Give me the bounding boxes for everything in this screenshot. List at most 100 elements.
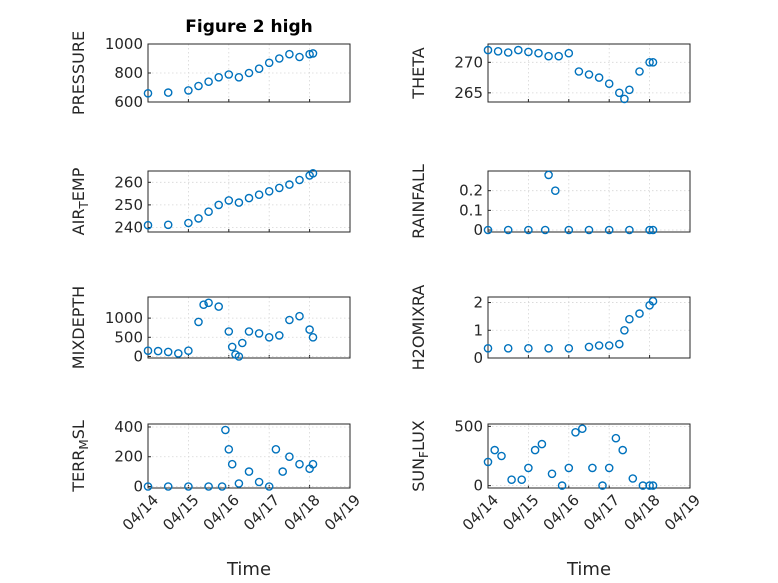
data-point — [244, 467, 254, 476]
y-tick-label: 0 — [473, 221, 483, 239]
y-tick-label: 0.1 — [459, 201, 483, 219]
axes-box — [487, 296, 691, 359]
data-point — [295, 52, 304, 62]
data-point — [483, 457, 493, 467]
data-point — [645, 58, 654, 67]
data-point — [625, 85, 634, 95]
data-point — [604, 225, 614, 235]
data-point — [537, 439, 547, 449]
data-point — [305, 325, 314, 334]
data-point — [173, 349, 183, 358]
data-point — [547, 469, 557, 479]
data-point — [194, 81, 203, 91]
data-point — [564, 225, 574, 235]
axes-border — [487, 43, 691, 103]
y-tick-label: 0 — [133, 478, 143, 496]
data-point — [143, 346, 153, 356]
axes-border — [487, 423, 691, 489]
data-point — [648, 481, 658, 490]
y-axis-label: SUNFLUX — [409, 420, 431, 492]
data-point — [540, 225, 550, 235]
axes-border — [487, 170, 691, 233]
x-tick-label: 04/18 — [280, 491, 323, 534]
data-point — [264, 186, 274, 196]
data-point — [524, 47, 533, 57]
y-tick-label: 800 — [114, 64, 143, 82]
data-point — [648, 58, 658, 67]
x-tick-label: 04/19 — [321, 491, 364, 534]
data-point — [234, 73, 244, 82]
y-tick-label: 250 — [114, 196, 143, 214]
data-point — [234, 198, 244, 207]
data-point — [530, 445, 540, 455]
data-point — [574, 67, 584, 76]
data-point — [564, 48, 574, 58]
data-point — [204, 482, 213, 491]
data-point — [143, 220, 153, 230]
data-point — [594, 341, 604, 350]
data-point — [490, 445, 500, 455]
data-point — [524, 343, 533, 353]
data-point — [184, 346, 193, 356]
y-axis-label: RAINFALL — [409, 164, 428, 239]
data-point — [544, 170, 553, 180]
data-point — [514, 45, 523, 55]
data-point — [163, 347, 173, 357]
data-point — [199, 300, 208, 310]
data-point — [584, 225, 594, 235]
data-point — [615, 339, 624, 349]
data-point — [620, 94, 629, 104]
data-point — [564, 343, 574, 353]
y-axis-label: PRESSURE — [69, 31, 88, 115]
chart-title: Figure 2 high — [185, 17, 313, 37]
data-point — [620, 325, 629, 335]
data-point — [204, 77, 213, 86]
data-point — [308, 168, 318, 178]
data-point — [285, 452, 294, 462]
data-point — [254, 477, 264, 487]
data-point — [278, 467, 288, 476]
y-tick-label: 400 — [114, 418, 143, 436]
data-point — [645, 225, 654, 235]
data-point — [254, 190, 264, 199]
axes-border — [147, 296, 351, 359]
data-point — [507, 475, 516, 485]
data-point — [285, 49, 294, 59]
y-tick-label: 500 — [454, 417, 483, 435]
x-tick-label: 04/15 — [499, 491, 542, 534]
x-tick-label: 04/17 — [580, 491, 623, 534]
y-tick-label: 600 — [114, 93, 143, 111]
data-point — [227, 342, 237, 352]
data-point — [571, 427, 580, 437]
data-point — [544, 343, 553, 353]
x-tick-label: 04/15 — [159, 491, 202, 534]
data-point — [308, 459, 318, 469]
x-axis-label: Time — [566, 559, 611, 580]
data-point — [497, 451, 506, 461]
data-point — [305, 49, 314, 59]
y-tick-label: 0 — [473, 477, 483, 495]
data-point — [221, 425, 230, 435]
data-point — [618, 445, 628, 455]
data-point — [143, 482, 153, 491]
data-point — [611, 433, 621, 443]
data-point — [234, 479, 244, 488]
axes-border — [147, 423, 351, 489]
data-point — [237, 338, 247, 348]
data-point — [204, 207, 213, 216]
y-axis-label: TERRMSL — [69, 420, 91, 493]
y-tick-label: 0 — [133, 347, 143, 365]
data-point — [584, 70, 594, 79]
data-point — [274, 183, 284, 193]
data-point — [227, 459, 237, 469]
data-point — [517, 475, 527, 485]
data-point — [625, 314, 634, 324]
axes-box — [487, 43, 691, 103]
data-point — [234, 352, 244, 361]
data-point — [217, 482, 227, 491]
data-point — [153, 346, 163, 356]
data-point — [163, 482, 173, 491]
data-point — [648, 225, 658, 235]
